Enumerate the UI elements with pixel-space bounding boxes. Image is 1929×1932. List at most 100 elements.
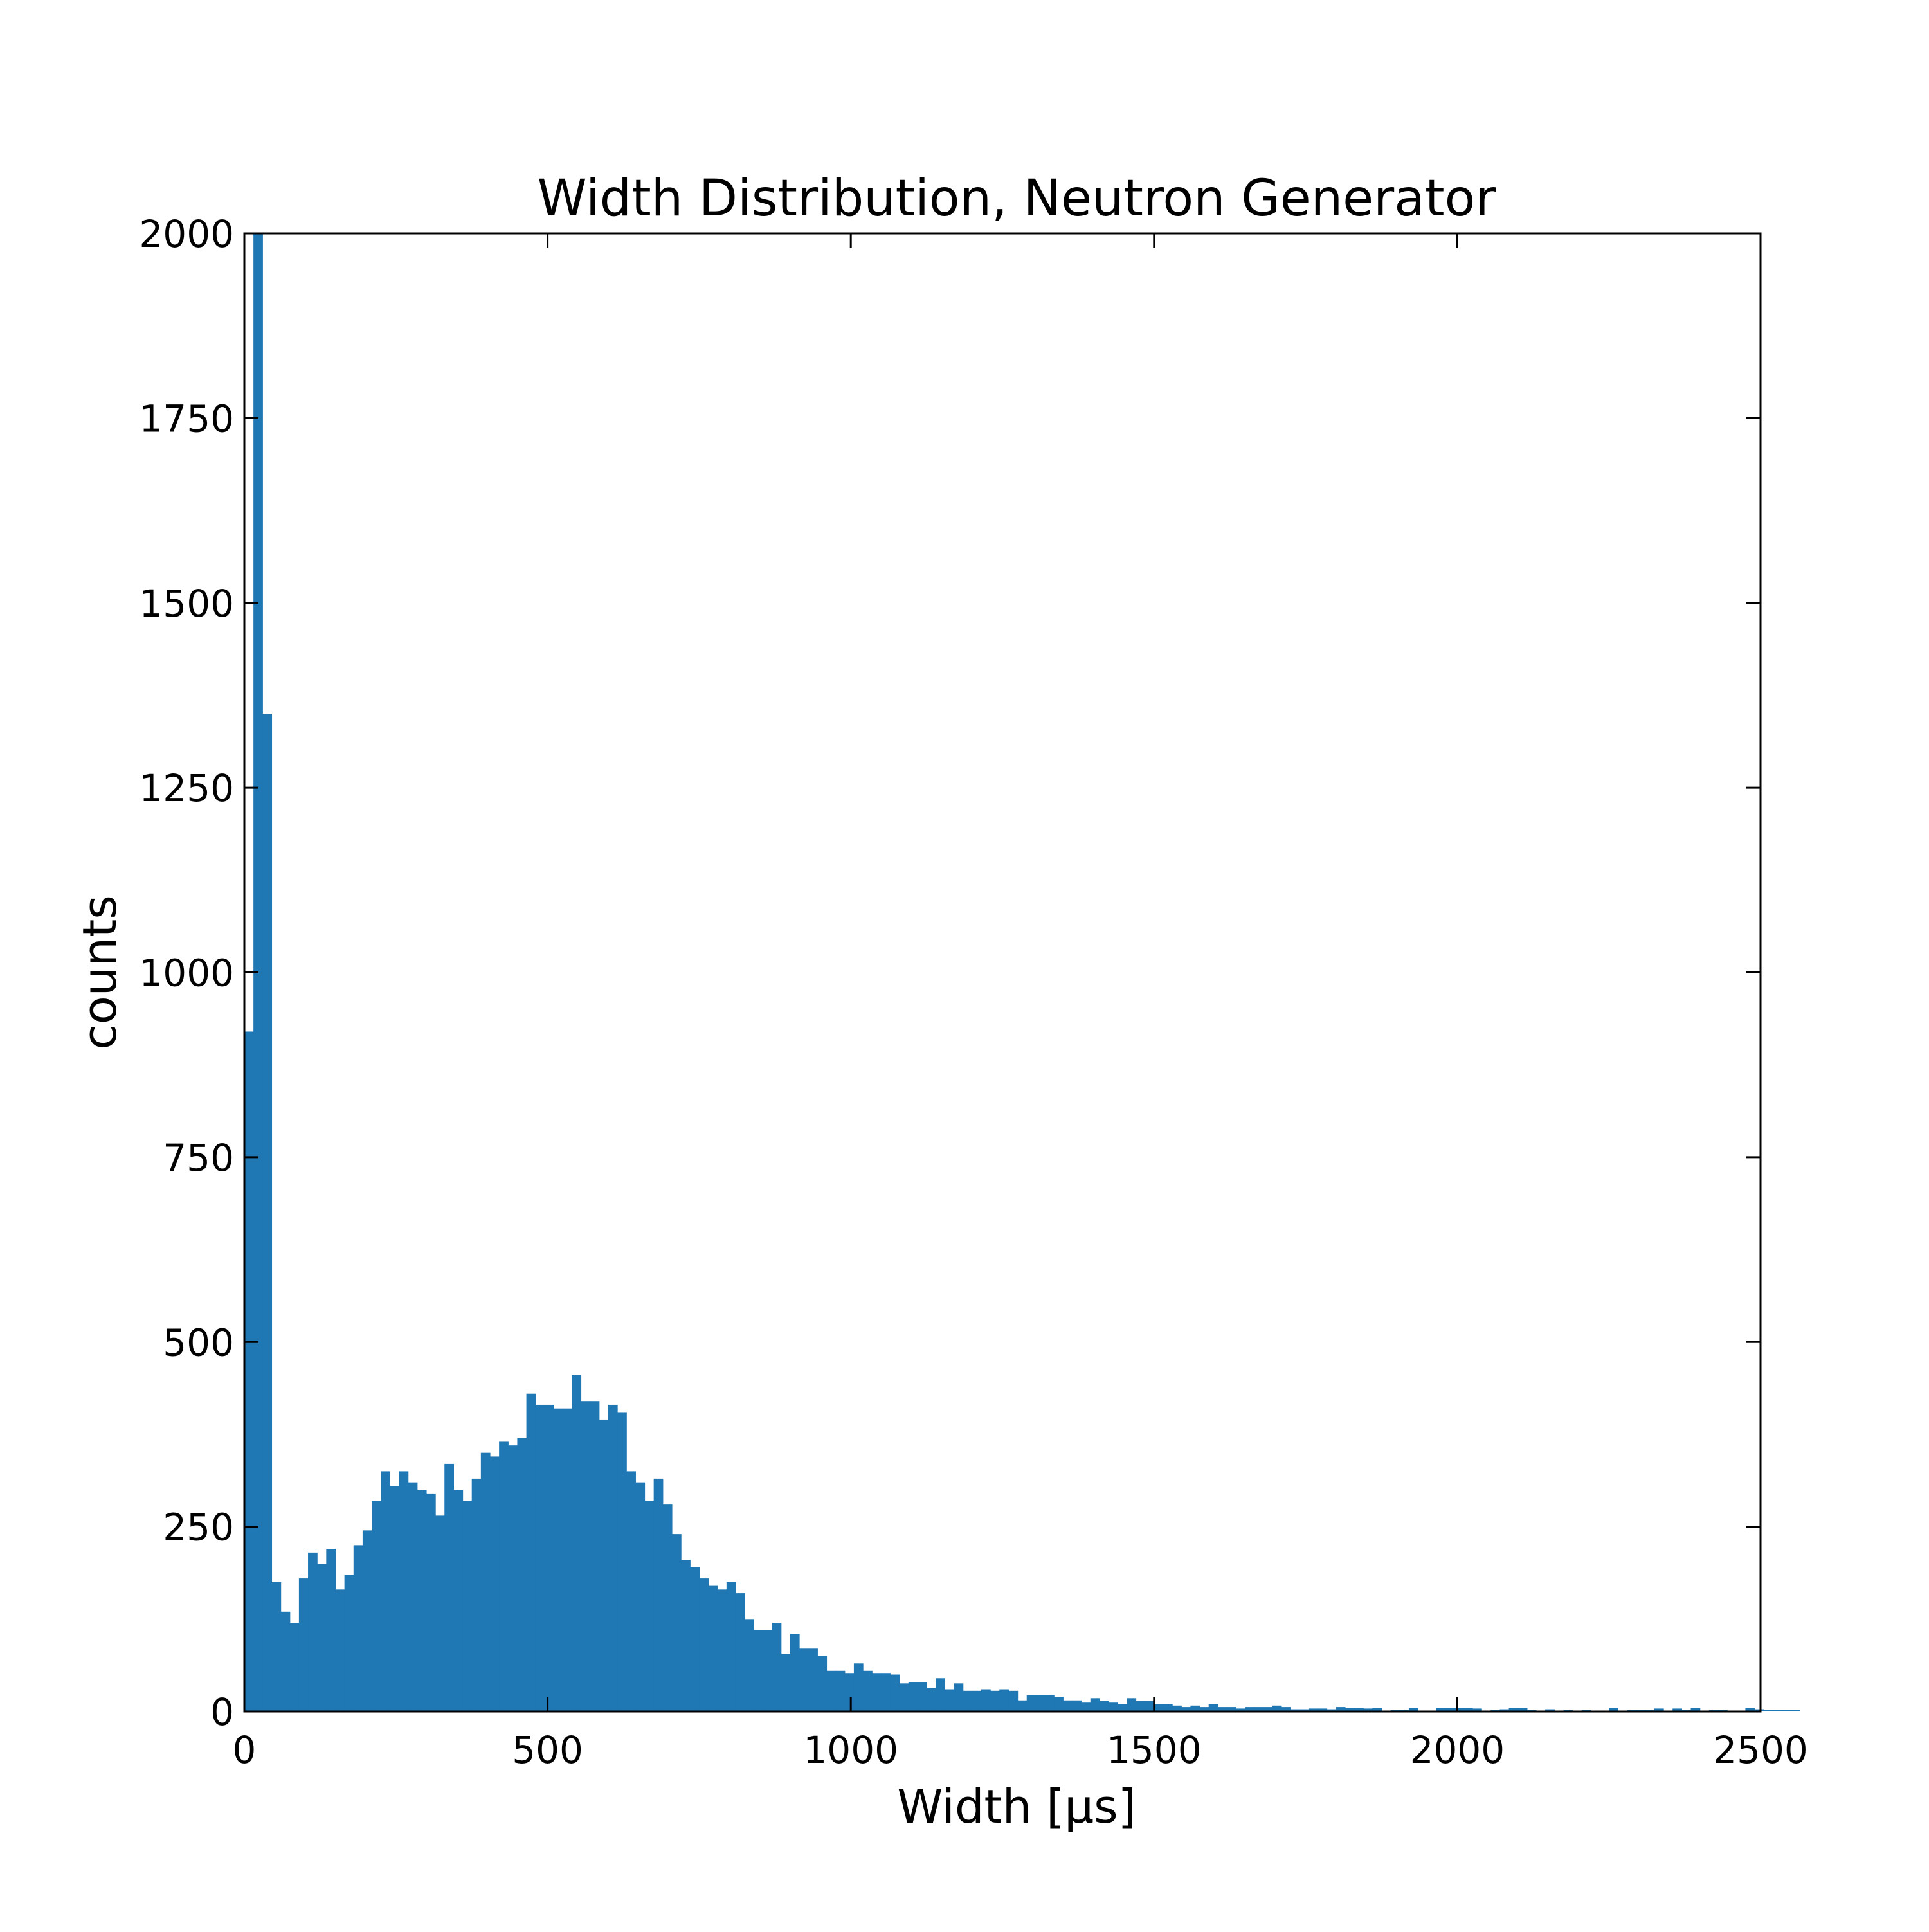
histogram-bar [1136, 1701, 1146, 1711]
histogram-bar [772, 1623, 782, 1711]
histogram-bar [972, 1690, 982, 1711]
histogram-bar [626, 1471, 636, 1711]
histogram-bar [599, 1419, 609, 1711]
histogram-bar [1099, 1701, 1109, 1711]
histogram-bar [690, 1567, 700, 1711]
histogram-bar [1745, 1708, 1755, 1711]
histogram-bar [699, 1578, 709, 1711]
histogram-bar [444, 1463, 455, 1711]
histogram-bar [1118, 1704, 1127, 1711]
histogram-bar [1654, 1708, 1664, 1711]
histogram-bar [1272, 1705, 1282, 1711]
histogram-bar [853, 1663, 864, 1711]
histogram-bar [681, 1560, 691, 1711]
histogram-bar [1217, 1707, 1227, 1711]
histogram-bar [390, 1486, 400, 1711]
histogram-bar [644, 1501, 655, 1711]
histogram-bar [1499, 1709, 1510, 1711]
histogram-bar [1363, 1708, 1373, 1711]
histogram-bar [799, 1648, 809, 1711]
histogram-bar [781, 1654, 791, 1711]
histogram-bar [1090, 1698, 1100, 1711]
histogram-bar [326, 1549, 336, 1711]
histogram-bar [381, 1471, 390, 1711]
histogram-bar [1545, 1709, 1555, 1711]
y-tick-label: 1750 [139, 397, 234, 440]
histogram-bar [453, 1490, 464, 1711]
x-tick-label: 2500 [1713, 1728, 1808, 1772]
histogram-bar [462, 1501, 473, 1711]
histogram-bar [927, 1688, 936, 1711]
y-tick-label: 2000 [139, 212, 234, 256]
histogram-bar [826, 1670, 837, 1711]
histogram-bar [881, 1673, 891, 1711]
histogram-bar [1517, 1708, 1528, 1711]
histogram-bar [372, 1501, 381, 1711]
histogram-bar [1372, 1708, 1382, 1711]
histogram-bar [362, 1530, 372, 1711]
histogram-bar [1236, 1708, 1245, 1711]
histogram-bar [1454, 1708, 1464, 1711]
histogram-bar [499, 1441, 509, 1711]
histogram-bar [517, 1438, 527, 1711]
histogram-bar [353, 1545, 363, 1711]
chart-title: Width Distribution, Neutron Generator [538, 170, 1497, 228]
histogram-bar [262, 714, 273, 1711]
plot-frame [243, 232, 1762, 1713]
histogram-bar [335, 1589, 345, 1711]
histogram-bar [1263, 1707, 1273, 1711]
histogram-bar [1172, 1705, 1182, 1711]
histogram-bar [489, 1456, 500, 1711]
histogram-bar [1026, 1695, 1037, 1711]
histogram-bar [1072, 1700, 1082, 1711]
histogram-bar [1245, 1707, 1255, 1711]
x-tick-label: 500 [512, 1728, 583, 1772]
histogram-bar [817, 1656, 828, 1711]
histogram-bar [554, 1408, 563, 1711]
histogram-bar [298, 1578, 309, 1711]
histogram-bar [726, 1582, 736, 1711]
histogram-bar [1754, 1709, 1764, 1711]
histogram-bar [1181, 1707, 1191, 1711]
histogram-bar [617, 1412, 627, 1711]
histogram-bar [1163, 1704, 1173, 1711]
histogram-bar [1081, 1702, 1091, 1711]
histogram-bar [1445, 1708, 1455, 1711]
histogram-bar [1472, 1708, 1482, 1711]
histogram-bar [1109, 1702, 1118, 1711]
histogram-bar [508, 1445, 518, 1711]
histogram-bar [1672, 1708, 1682, 1711]
histogram-bar [945, 1689, 955, 1711]
ticks-group: 0 500 1000 1500 2000 2500 0 250 500 750 1000 1250 15… [139, 212, 1807, 1772]
y-tick-label: 500 [163, 1321, 234, 1364]
histogram-bar [890, 1674, 900, 1711]
histogram-bar [863, 1670, 873, 1711]
histogram-bar [1436, 1708, 1446, 1711]
histogram-bar [917, 1682, 927, 1711]
histogram-bar [1208, 1704, 1218, 1711]
histogram-bar [1300, 1709, 1309, 1711]
histogram-bar [872, 1673, 882, 1711]
histogram-bar [763, 1630, 773, 1711]
histogram-bar [1127, 1698, 1137, 1711]
histogram-bar [1199, 1707, 1209, 1711]
histogram-bar [963, 1690, 973, 1711]
histogram-bar [1772, 1710, 1782, 1711]
histogram-bar [1145, 1701, 1155, 1711]
histogram-bar [808, 1648, 818, 1711]
histogram-bar [1045, 1695, 1055, 1711]
histogram-bar [1690, 1708, 1701, 1711]
histogram-bar [426, 1493, 436, 1711]
histogram-bar [1035, 1695, 1046, 1711]
histogram-bar [244, 1031, 254, 1711]
histogram-bar [280, 1611, 291, 1711]
histogram-bar [1190, 1705, 1200, 1711]
y-tick-label: 750 [163, 1136, 234, 1180]
y-tick-label: 1000 [139, 952, 234, 995]
x-tick-label: 0 [233, 1728, 257, 1772]
y-tick-label: 0 [210, 1690, 234, 1734]
histogram-bar [526, 1393, 536, 1711]
histogram-bar [1408, 1708, 1418, 1711]
histogram-bar [635, 1482, 646, 1711]
